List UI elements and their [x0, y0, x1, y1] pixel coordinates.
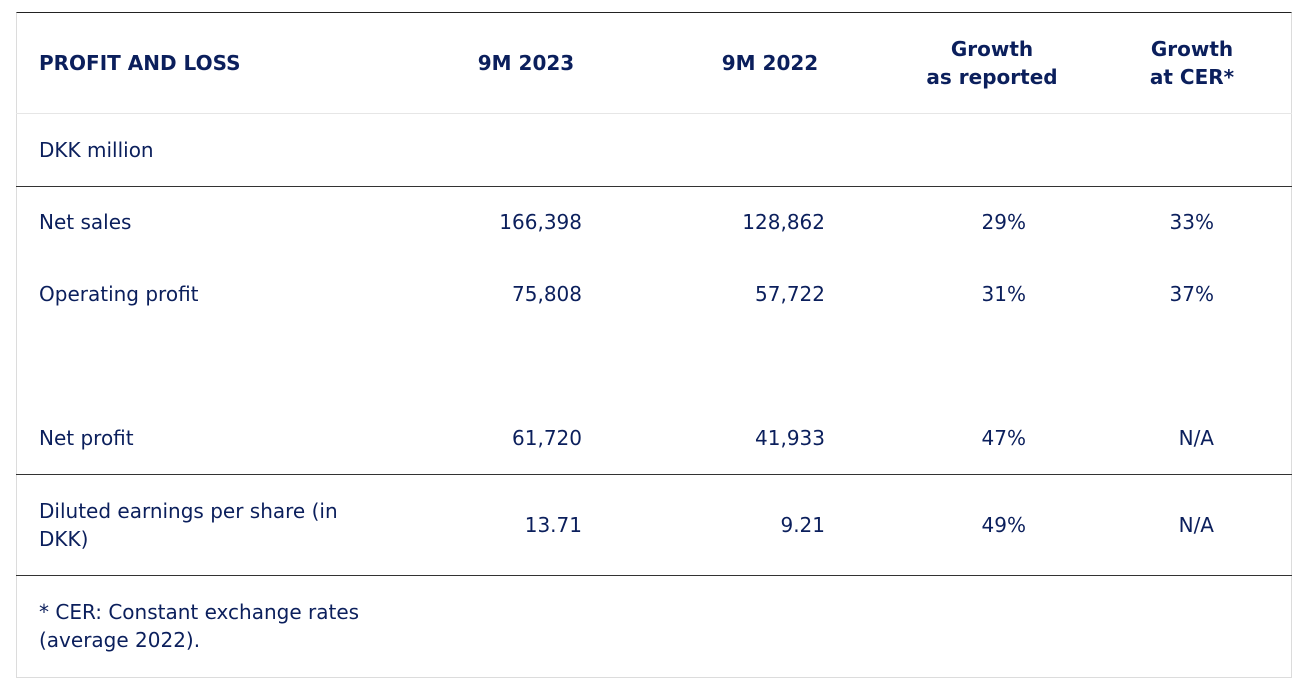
row-label: Net sales: [39, 210, 132, 234]
divider-light: [16, 113, 1292, 114]
header-growth-at-cer-line2: at CER*: [1149, 65, 1235, 89]
value-growth-cer: 33%: [1169, 210, 1214, 234]
unit-row: DKK million: [16, 114, 1292, 186]
row-label: Diluted earnings per share (in DKK): [39, 497, 338, 553]
footnote: * CER: Constant exchange rates (average …: [39, 598, 359, 654]
unit-label: DKK million: [39, 138, 154, 162]
divider-dark: [16, 186, 1292, 187]
value-9m-2023: 61,720: [512, 426, 582, 450]
header-growth-as-reported: Growth as reported: [902, 35, 1082, 91]
value-growth-cer: N/A: [1178, 513, 1214, 537]
value-growth-reported: 29%: [981, 210, 1026, 234]
header-row: PROFIT AND LOSS 9M 2023 9M 2022 Growth a…: [16, 12, 1292, 113]
value-9m-2023: 75,808: [512, 282, 582, 306]
table-row: Diluted earnings per share (in DKK) 13.7…: [16, 475, 1292, 575]
row-label-line1: Diluted earnings per share (in: [39, 499, 338, 523]
value-9m-2022: 9.21: [780, 513, 825, 537]
value-growth-reported: 47%: [981, 426, 1026, 450]
value-growth-reported: 31%: [981, 282, 1026, 306]
value-9m-2022: 57,722: [755, 282, 825, 306]
value-9m-2023: 166,398: [499, 210, 582, 234]
row-label: Operating profit: [39, 282, 199, 306]
divider-dark: [16, 474, 1292, 475]
header-9m-2023: 9M 2023: [477, 51, 575, 75]
row-label: Net profit: [39, 426, 134, 450]
row-label-line2: DKK): [39, 527, 89, 551]
value-growth-cer: N/A: [1178, 426, 1214, 450]
value-9m-2022: 128,862: [742, 210, 825, 234]
header-profit-and-loss: PROFIT AND LOSS: [39, 51, 241, 75]
header-9m-2022: 9M 2022: [721, 51, 819, 75]
table-row: Net profit 61,720 41,933 47% N/A: [16, 402, 1292, 474]
value-9m-2023: 13.71: [524, 513, 582, 537]
value-9m-2022: 41,933: [755, 426, 825, 450]
value-growth-reported: 49%: [981, 513, 1026, 537]
table-frame: [16, 12, 1292, 678]
table-row: Operating profit 75,808 57,722 31% 37%: [16, 259, 1292, 331]
footnote-line1: * CER: Constant exchange rates: [39, 600, 360, 624]
footnote-row: * CER: Constant exchange rates (average …: [16, 576, 1292, 677]
table-row: Net sales 166,398 128,862 29% 33%: [16, 187, 1292, 259]
header-growth-as-reported-line2: as reported: [926, 65, 1058, 89]
header-growth-at-cer: Growth at CER*: [1102, 35, 1282, 91]
divider-dark: [16, 575, 1292, 576]
header-growth-at-cer-line1: Growth: [1150, 37, 1234, 61]
value-growth-cer: 37%: [1169, 282, 1214, 306]
footnote-line2: (average 2022).: [39, 628, 201, 652]
header-growth-as-reported-line1: Growth: [950, 37, 1034, 61]
